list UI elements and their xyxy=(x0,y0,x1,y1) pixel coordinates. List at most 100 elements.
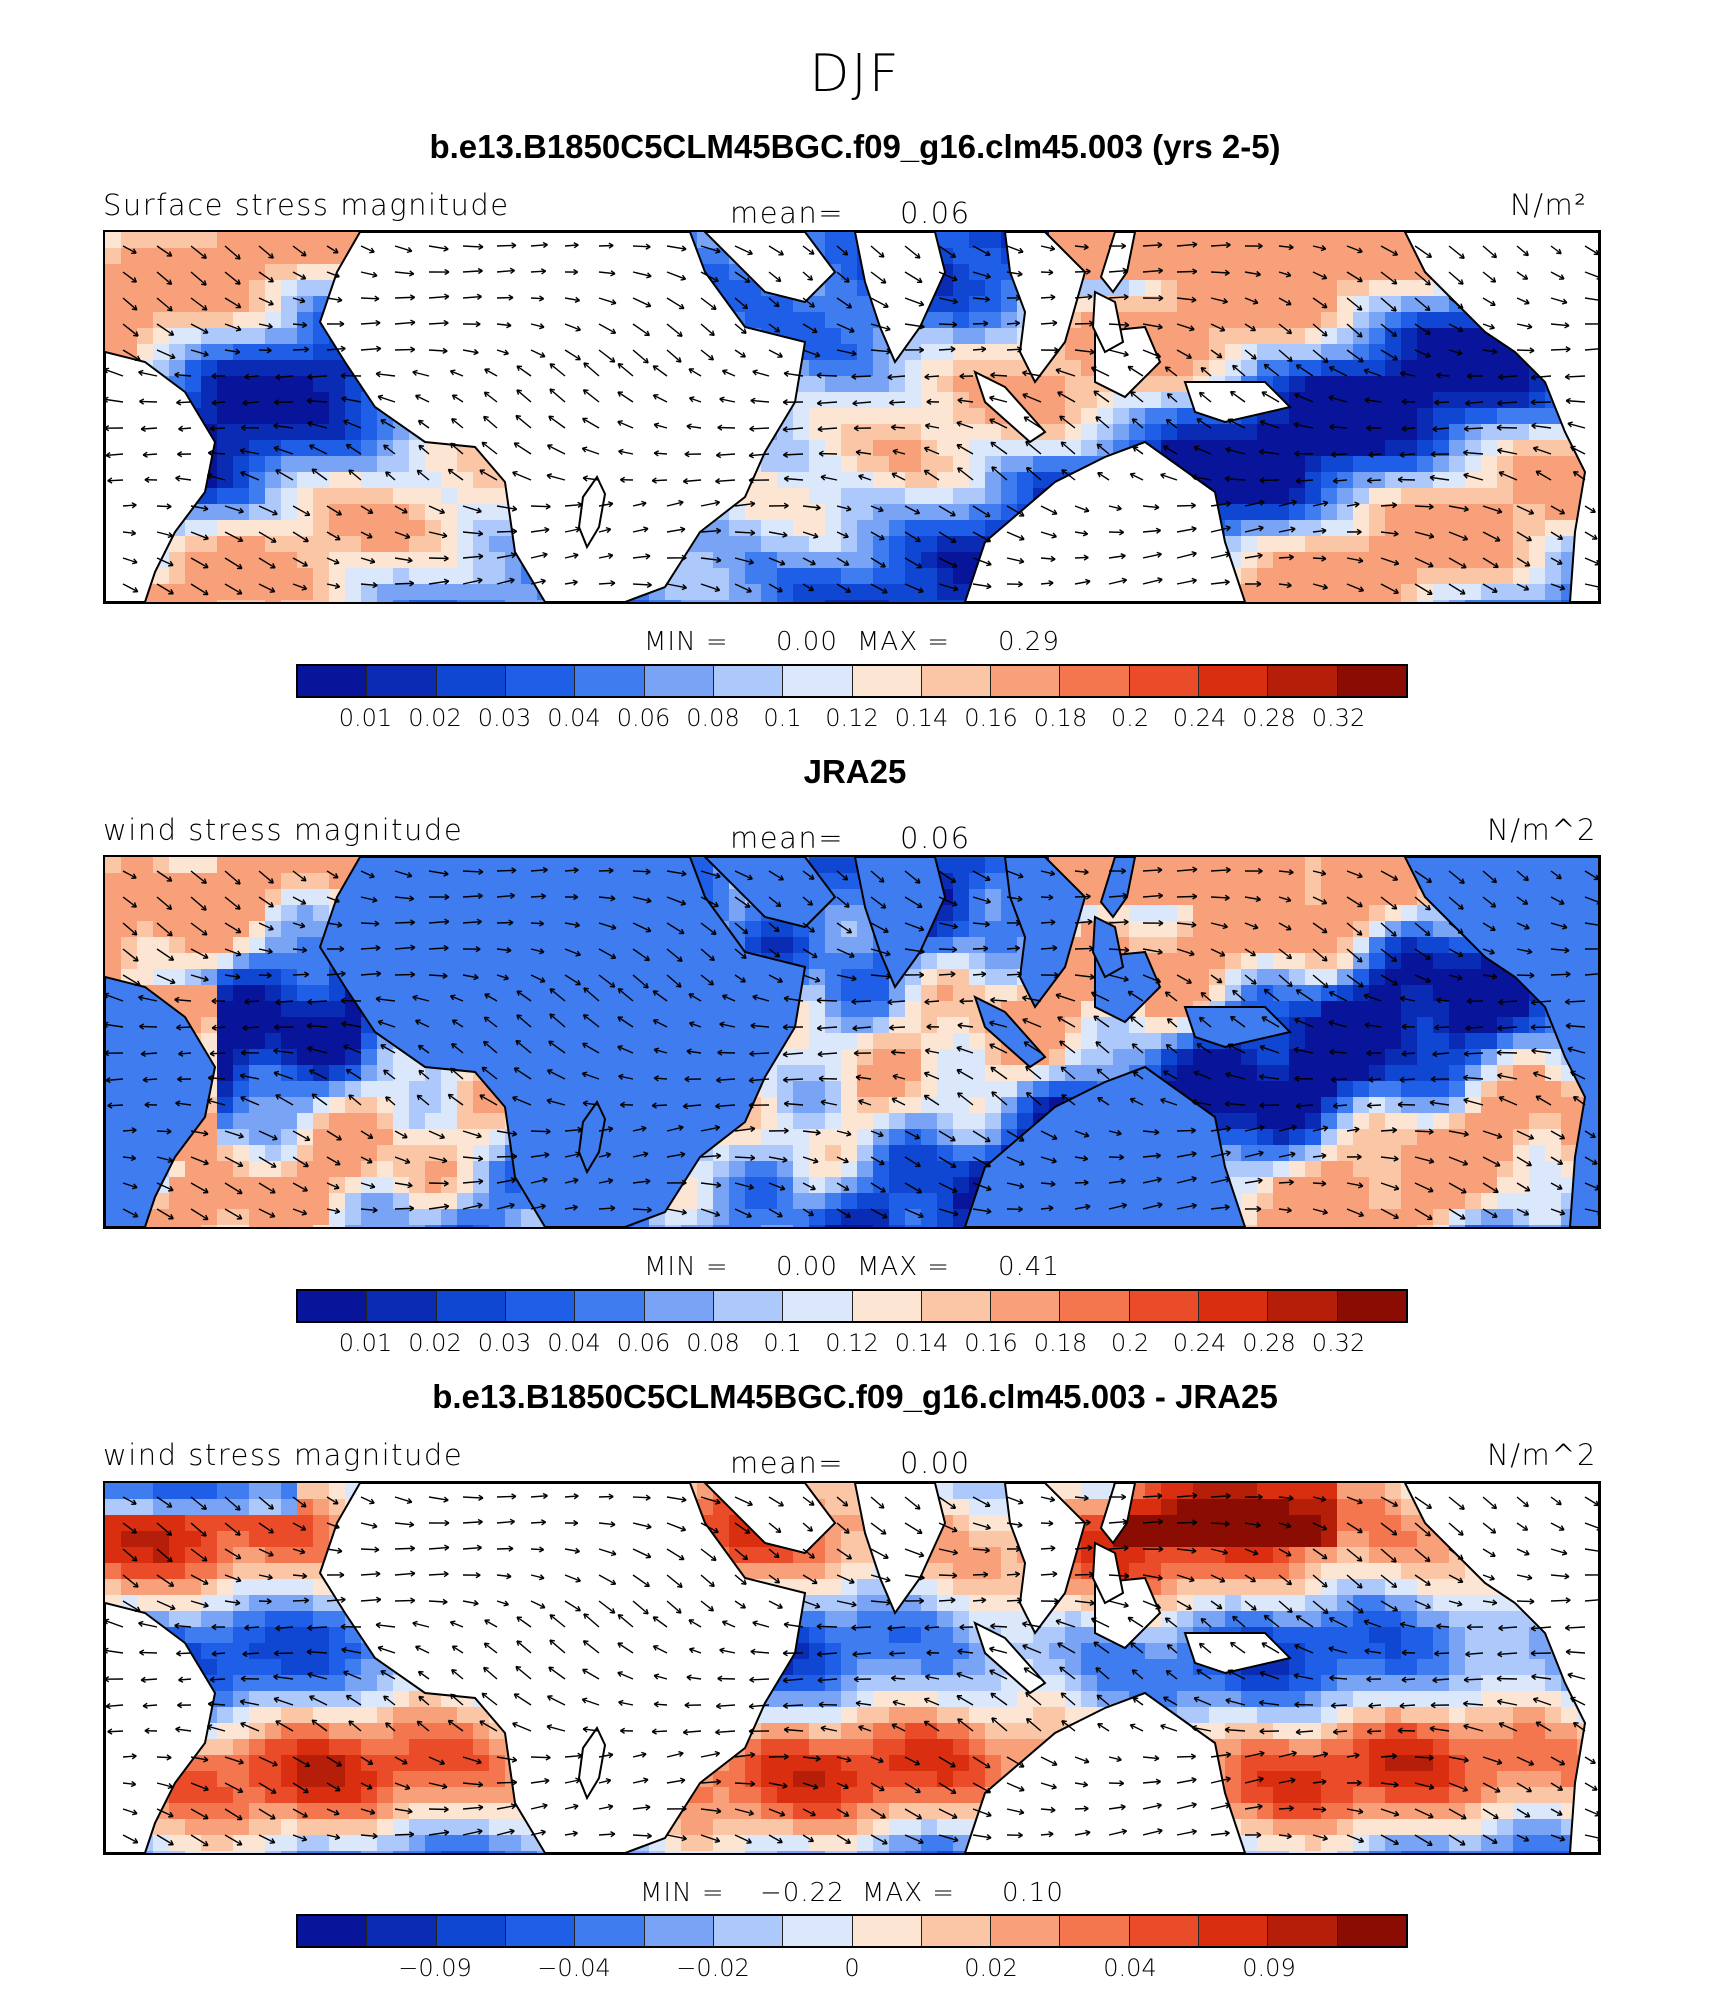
field-cell xyxy=(1353,280,1370,297)
field-cell xyxy=(249,408,266,425)
field-cell xyxy=(1369,584,1386,601)
wind-arrow-head xyxy=(812,532,819,539)
field-cell xyxy=(393,472,410,489)
wind-arrow xyxy=(1516,245,1529,257)
field-cell xyxy=(425,472,442,489)
wind-arrow-head xyxy=(408,270,415,277)
field-cell xyxy=(361,456,378,473)
field-cell xyxy=(1369,232,1386,249)
field-cell xyxy=(1129,905,1146,922)
wind-arrow xyxy=(1584,297,1599,301)
field-cell xyxy=(169,857,186,874)
field-cell xyxy=(1225,456,1242,473)
field-cell xyxy=(1353,600,1370,602)
field-cell xyxy=(1465,344,1482,361)
wind-arrow xyxy=(653,394,668,403)
field-cell xyxy=(809,568,826,585)
wind-arrow-head xyxy=(1259,499,1265,506)
field-cell xyxy=(985,312,1002,329)
wind-arrow-head xyxy=(645,243,651,250)
wind-arrow-head xyxy=(782,399,788,406)
wind-arrow-head xyxy=(546,473,553,480)
field-cell xyxy=(1321,408,1338,425)
field-cell xyxy=(1161,857,1178,874)
wind-arrow-head xyxy=(415,394,421,401)
field-cell xyxy=(1177,360,1194,377)
field-cell xyxy=(233,232,250,249)
field-cell xyxy=(393,568,410,585)
wind-arrow xyxy=(870,245,885,258)
wind-arrow-head xyxy=(542,241,548,249)
field-cell xyxy=(1449,953,1466,970)
field-cell xyxy=(377,520,394,537)
colorbar-swatch xyxy=(505,666,576,696)
field-cell xyxy=(825,584,842,601)
wind-arrow-head xyxy=(878,506,884,513)
field-cell xyxy=(1113,424,1130,441)
field-cell xyxy=(1257,857,1274,874)
field-cell xyxy=(281,280,298,297)
field-cell xyxy=(169,312,186,329)
wind-arrow xyxy=(956,421,974,429)
wind-arrow-head xyxy=(1531,422,1537,430)
wind-arrow xyxy=(924,447,940,455)
field-cell xyxy=(873,1001,890,1018)
wind-arrow-head xyxy=(105,367,110,374)
field-cell xyxy=(841,280,858,297)
field-cell xyxy=(1001,296,1018,313)
wind-arrow-head xyxy=(1354,501,1360,508)
wind-arrow-head xyxy=(375,371,381,378)
field-cell xyxy=(1241,472,1258,489)
wind-arrow xyxy=(175,477,192,481)
wind-arrow-head xyxy=(303,536,309,543)
field-cell xyxy=(665,584,682,601)
field-cell xyxy=(1081,905,1098,922)
field-cell xyxy=(1305,552,1322,569)
wind-arrow-head xyxy=(1131,418,1138,424)
panel-2-title: JRA25 xyxy=(803,753,907,790)
field-cell xyxy=(1033,1081,1050,1098)
field-cell xyxy=(1225,937,1242,954)
wind-arrow xyxy=(836,323,855,333)
wind-arrow-head xyxy=(577,501,583,509)
field-cell xyxy=(441,600,458,602)
field-cell xyxy=(217,1065,234,1082)
field-cell xyxy=(265,1081,282,1098)
wind-arrow xyxy=(617,420,634,429)
wind-arrow xyxy=(972,271,991,278)
wind-arrow-head xyxy=(985,273,991,280)
field-cell xyxy=(1513,456,1530,473)
field-cell xyxy=(1529,504,1546,521)
field-cell xyxy=(681,584,698,601)
field-cell xyxy=(1401,488,1418,505)
field-cell xyxy=(265,536,282,553)
field-cell xyxy=(1401,905,1418,922)
field-cell xyxy=(1561,488,1578,505)
wind-arrow-head xyxy=(1256,580,1262,588)
field-cell xyxy=(313,1065,330,1082)
field-cell xyxy=(1401,296,1418,313)
field-cell xyxy=(1177,296,1194,313)
wind-arrow-head xyxy=(1494,536,1501,542)
wind-arrow-head xyxy=(1430,451,1436,458)
field-cell xyxy=(137,328,154,345)
wind-arrow-head xyxy=(582,417,588,424)
field-cell xyxy=(825,969,842,986)
field-cell xyxy=(1417,472,1434,489)
field-cell xyxy=(1401,552,1418,569)
field-cell xyxy=(121,232,138,249)
wind-arrow-head xyxy=(1590,507,1596,514)
wind-arrow-head xyxy=(1050,294,1056,301)
field-cell xyxy=(409,488,426,505)
field-cell xyxy=(393,488,410,505)
field-cell xyxy=(793,504,810,521)
field-cell xyxy=(1257,1081,1274,1098)
field-cell xyxy=(777,552,794,569)
wind-arrow-head xyxy=(549,388,555,395)
field-cell xyxy=(953,280,970,297)
wind-arrow xyxy=(1023,416,1042,429)
wind-arrow xyxy=(1176,579,1197,585)
wind-arrow xyxy=(990,374,1008,377)
field-cell xyxy=(121,905,138,922)
wind-arrow xyxy=(1570,446,1586,455)
